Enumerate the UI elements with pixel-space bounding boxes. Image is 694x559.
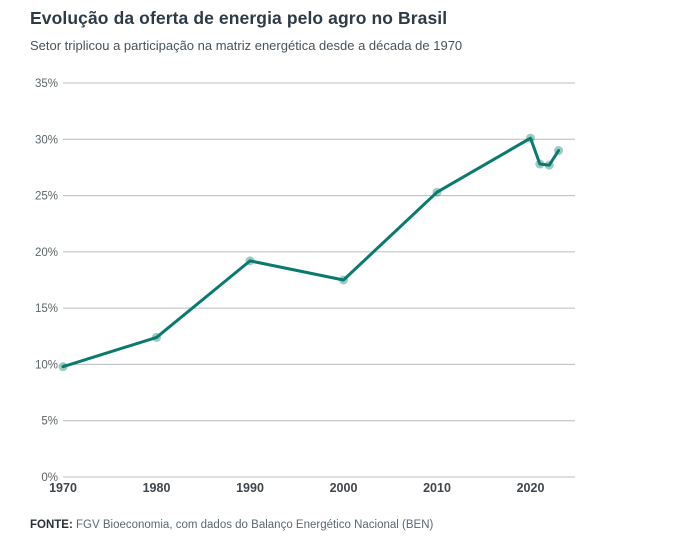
source-label: FONTE:	[30, 519, 73, 531]
page-title: Evolução da oferta de energia pelo agro …	[30, 8, 448, 28]
y-tick-label: 35%	[35, 78, 58, 90]
x-tick-label: 2000	[330, 481, 358, 495]
y-tick-label: 15%	[35, 303, 58, 315]
line-chart: 0% 5% 10% 15% 20% 25% 30% 35% 1970 1980 1990 2000 20…	[35, 78, 575, 495]
source-text: FGV Bioeconomia, com dados do Balanço En…	[72, 519, 434, 531]
y-tick-label: 30%	[35, 134, 58, 146]
x-tick-label: 2020	[517, 481, 545, 495]
page-subtitle: Setor triplicou a participação na matriz…	[30, 38, 463, 53]
data-line	[61, 136, 561, 369]
y-tick-label: 25%	[35, 191, 58, 203]
x-tick-label: 2010	[423, 481, 451, 495]
y-tick-label: 0%	[41, 472, 58, 484]
x-tick-label: 1980	[143, 481, 171, 495]
x-tick-label: 1970	[49, 481, 77, 495]
source-note: FONTE: FGV Bioeconomia, com dados do Bal…	[30, 519, 433, 531]
y-tick-label: 20%	[35, 247, 58, 259]
y-tick-label: 10%	[35, 359, 58, 371]
y-tick-label: 5%	[41, 416, 58, 428]
x-tick-label: 1990	[236, 481, 264, 495]
